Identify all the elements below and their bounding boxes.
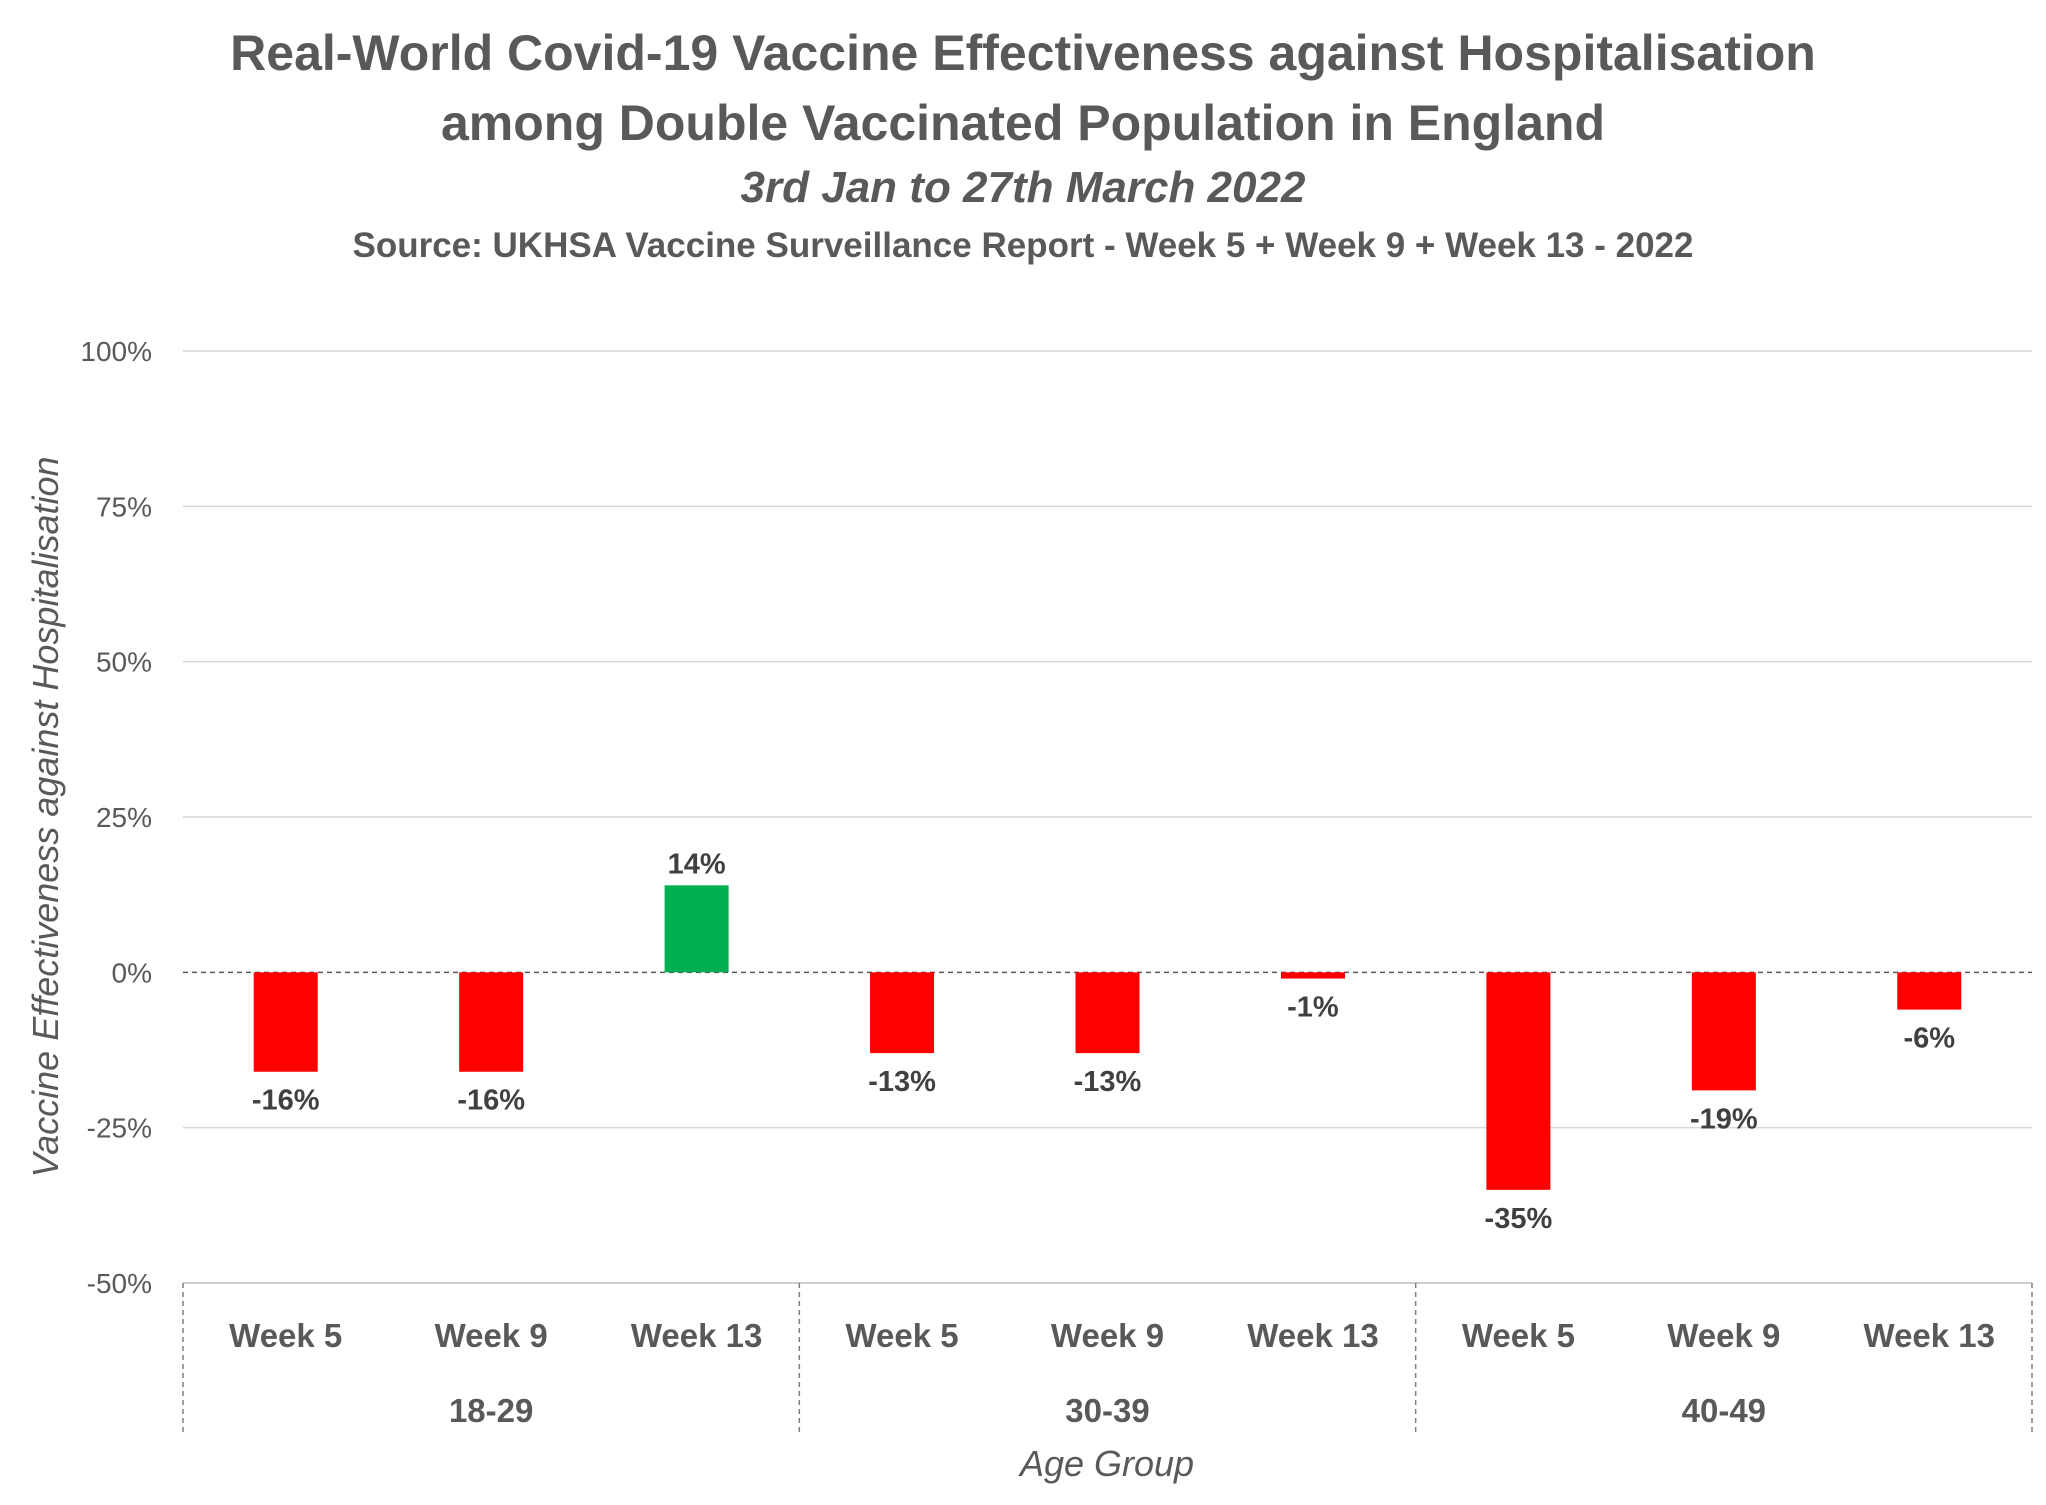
- bar: [1075, 972, 1140, 1054]
- data-label: -16%: [457, 1085, 525, 1117]
- chart-subtitle: 3rd Jan to 27th March 2022: [740, 163, 1306, 212]
- x-category-label: Week 9: [1667, 1317, 1780, 1354]
- bar: [1280, 972, 1345, 979]
- data-label: -16%: [252, 1085, 320, 1117]
- chart-title: Real-World Covid-19 Vaccine Effectivenes…: [230, 25, 1816, 81]
- data-label: -19%: [1690, 1103, 1758, 1135]
- x-category-label: Week 5: [1462, 1317, 1575, 1354]
- bar: [253, 972, 318, 1072]
- x-axis-title: Age Group: [1018, 1443, 1194, 1484]
- x-category-label: Week 13: [1247, 1317, 1378, 1354]
- bar: [1691, 972, 1756, 1091]
- bar: [870, 972, 935, 1054]
- bar: [664, 885, 729, 973]
- y-tick-label: 100%: [80, 336, 152, 367]
- data-label: -13%: [868, 1066, 936, 1098]
- x-category-label: Week 13: [631, 1317, 762, 1354]
- y-axis-title: Vaccine Effectiveness against Hospitalis…: [25, 456, 66, 1177]
- x-group-label: 18-29: [449, 1392, 533, 1429]
- y-tick-label: -50%: [87, 1268, 152, 1299]
- chart-title-line2: among Double Vaccinated Population in En…: [441, 95, 1605, 151]
- x-group-label: 30-39: [1065, 1392, 1149, 1429]
- data-label: -6%: [1903, 1023, 1955, 1055]
- y-tick-label: 0%: [112, 957, 152, 988]
- y-tick-label: 25%: [96, 802, 152, 833]
- x-category-label: Week 5: [229, 1317, 342, 1354]
- data-label: 14%: [668, 848, 726, 880]
- y-tick-label: -25%: [87, 1113, 152, 1144]
- bar: [459, 972, 524, 1072]
- y-tick-label: 50%: [96, 647, 152, 678]
- data-label: -35%: [1485, 1203, 1553, 1235]
- x-category-label: Week 9: [1051, 1317, 1164, 1354]
- bar: [1897, 972, 1962, 1010]
- x-category-label: Week 5: [845, 1317, 958, 1354]
- chart-source: Source: UKHSA Vaccine Surveillance Repor…: [352, 226, 1694, 265]
- bar: [1486, 972, 1551, 1190]
- x-category-label: Week 13: [1864, 1317, 1995, 1354]
- x-group-label: 40-49: [1682, 1392, 1766, 1429]
- data-label: -1%: [1287, 992, 1339, 1024]
- x-category-label: Week 9: [435, 1317, 548, 1354]
- y-tick-label: 75%: [96, 491, 152, 522]
- data-label: -13%: [1074, 1066, 1142, 1098]
